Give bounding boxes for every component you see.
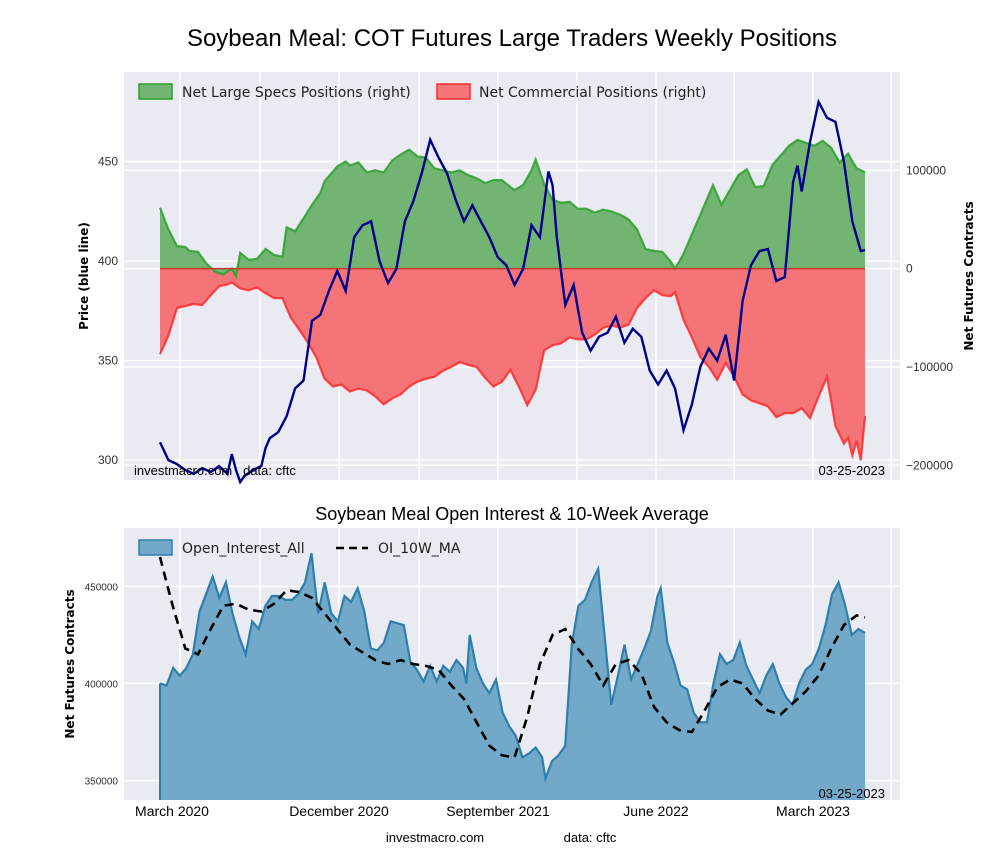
chart-title: Soybean Meal: COT Futures Large Traders … (187, 25, 837, 52)
footer-site: investmacro.com (386, 830, 484, 845)
bottom-y-tick-label: 450000 (85, 582, 119, 593)
right-axis-label: Net Futures Contracts (962, 201, 976, 350)
x-tick-label: December 2020 (289, 803, 389, 819)
legend-swatch-specs (138, 83, 173, 100)
x-tick-label: March 2023 (776, 803, 850, 819)
legend-swatch-oi (138, 539, 173, 556)
left-axis-ticks: 300 350 400 450 (98, 155, 118, 468)
source-note: investmacro.com data: cftc (134, 463, 296, 478)
right-tick-label: 100000 (906, 163, 946, 177)
top-panel: Net Large Specs Positions (right) Net Co… (77, 72, 976, 485)
top-legend: Net Large Specs Positions (right) Net Co… (138, 83, 706, 101)
top-areas (158, 98, 867, 485)
left-tick-label: 300 (98, 453, 118, 467)
bottom-areas (158, 553, 866, 800)
date-note-top: 03-25-2023 (819, 463, 886, 478)
bottom-y-ticks: 350000 400000 450000 (85, 582, 119, 787)
bottom-y-axis-label: Net Futures Contracts (63, 589, 77, 738)
bottom-y-tick-label: 400000 (85, 679, 119, 690)
legend-label-specs: Net Large Specs Positions (right) (182, 85, 411, 101)
date-note-bottom: 03-25-2023 (819, 786, 886, 801)
footer-data: data: cftc (564, 830, 617, 845)
right-tick-label: 0 (906, 262, 913, 276)
legend-label-ma: OI_10W_MA (378, 541, 461, 557)
x-tick-label: March 2020 (135, 803, 209, 819)
right-axis-ticks: 100000 0 −100000 −200000 (906, 163, 953, 472)
price-line (158, 98, 866, 485)
left-axis-label: Price (blue line) (77, 222, 91, 330)
bottom-panel: Open_Interest_All OI_10W_MA 350000 400000… (63, 528, 900, 819)
x-tick-label: September 2021 (446, 803, 550, 819)
bottom-x-ticks: March 2020 December 2020 September 2021 Jun… (135, 803, 850, 819)
legend-label-commercial: Net Commercial Positions (right) (479, 85, 706, 101)
oi-line (159, 553, 866, 783)
commercial-line (158, 281, 867, 461)
legend-label-oi: Open_Interest_All (182, 541, 305, 557)
commercial-area (160, 268, 865, 461)
specs-line (158, 138, 866, 280)
right-tick-label: −100000 (906, 360, 953, 374)
right-tick-label: −200000 (906, 458, 953, 472)
bottom-y-tick-label: 350000 (85, 777, 119, 788)
left-tick-label: 350 (98, 354, 118, 368)
left-tick-label: 450 (98, 155, 118, 169)
legend-swatch-commercial (436, 83, 471, 100)
oi-area (160, 553, 865, 800)
bottom-legend: Open_Interest_All OI_10W_MA (138, 539, 461, 557)
x-tick-label: June 2022 (623, 803, 689, 819)
ma-line (158, 556, 866, 759)
left-tick-label: 400 (98, 254, 118, 268)
oi-chart-title: Soybean Meal Open Interest & 10-Week Ave… (315, 504, 709, 524)
